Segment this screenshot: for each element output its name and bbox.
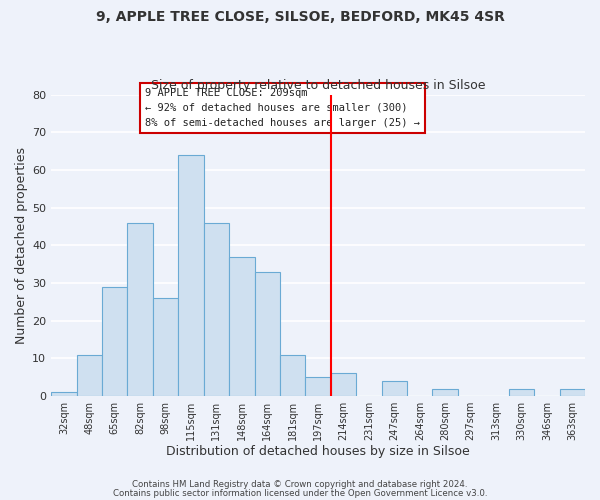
Bar — [560, 388, 585, 396]
X-axis label: Distribution of detached houses by size in Silsoe: Distribution of detached houses by size … — [166, 444, 470, 458]
Title: Size of property relative to detached houses in Silsoe: Size of property relative to detached ho… — [151, 79, 485, 92]
Bar — [229, 256, 254, 396]
Bar — [509, 388, 534, 396]
Bar — [127, 222, 153, 396]
Bar — [254, 272, 280, 396]
Text: 9 APPLE TREE CLOSE: 209sqm
← 92% of detached houses are smaller (300)
8% of semi: 9 APPLE TREE CLOSE: 209sqm ← 92% of deta… — [145, 88, 420, 128]
Bar — [433, 388, 458, 396]
Bar — [382, 381, 407, 396]
Bar — [305, 378, 331, 396]
Bar — [331, 374, 356, 396]
Bar — [51, 392, 77, 396]
Text: 9, APPLE TREE CLOSE, SILSOE, BEDFORD, MK45 4SR: 9, APPLE TREE CLOSE, SILSOE, BEDFORD, MK… — [95, 10, 505, 24]
Text: Contains HM Land Registry data © Crown copyright and database right 2024.: Contains HM Land Registry data © Crown c… — [132, 480, 468, 489]
Bar — [102, 287, 127, 396]
Bar — [203, 222, 229, 396]
Text: Contains public sector information licensed under the Open Government Licence v3: Contains public sector information licen… — [113, 488, 487, 498]
Bar — [280, 354, 305, 396]
Bar — [178, 155, 203, 396]
Y-axis label: Number of detached properties: Number of detached properties — [15, 147, 28, 344]
Bar — [77, 354, 102, 396]
Bar — [153, 298, 178, 396]
